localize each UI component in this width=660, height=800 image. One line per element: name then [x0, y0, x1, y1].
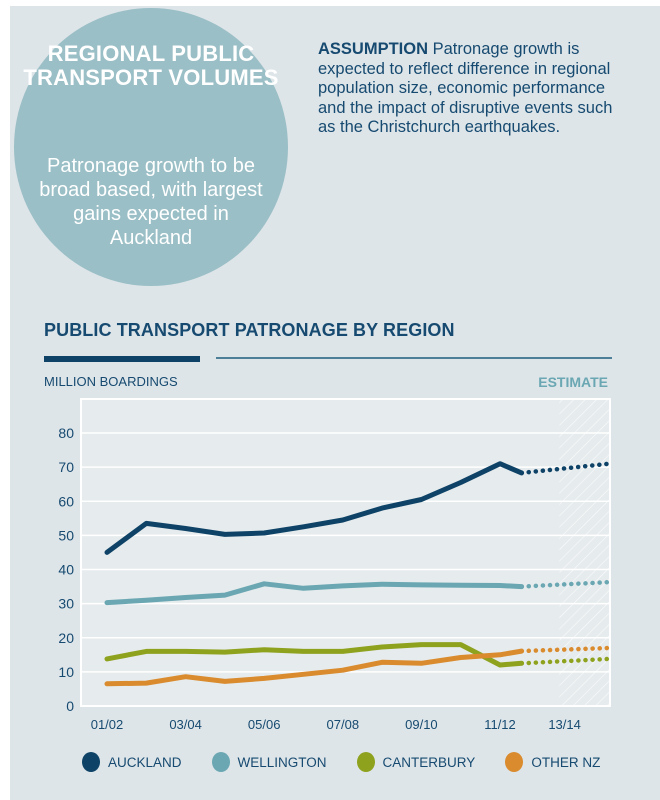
- title-rule-thin: [216, 357, 612, 359]
- legend-item-wellington: WELLINGTON: [211, 752, 327, 772]
- y-tick-label: 60: [58, 493, 74, 509]
- series-estimate-canterbury: [519, 656, 612, 666]
- legend-label: WELLINGTON: [237, 754, 327, 770]
- x-tick-label: 01/02: [91, 717, 124, 732]
- legend-swatch-canterbury: [356, 752, 375, 772]
- assumption-body: Patronage growth is expected to reflect …: [318, 40, 613, 136]
- legend-item-other_nz: OTHER NZ: [505, 752, 600, 772]
- x-tick-label: 05/06: [248, 717, 281, 732]
- y-tick-label: 10: [58, 664, 74, 680]
- legend-swatch-wellington: [211, 752, 230, 772]
- title-rule-thick: [44, 356, 200, 362]
- x-tick-label: 03/04: [169, 717, 202, 732]
- x-tick-label: 09/10: [405, 717, 438, 732]
- legend-label: AUCKLAND: [108, 754, 182, 770]
- y-tick-label: 0: [66, 698, 74, 714]
- y-tick-label: 30: [58, 596, 74, 612]
- series-line-other_nz: [104, 648, 525, 687]
- x-tick-label: 11/12: [484, 717, 516, 732]
- y-tick-label: 40: [58, 562, 74, 578]
- y-tick-label: 80: [58, 425, 74, 441]
- headline-circle: REGIONAL PUBLIC TRANSPORT VOLUMES Patron…: [14, 8, 288, 286]
- chart-title: PUBLIC TRANSPORT PATRONAGE BY REGION: [44, 320, 455, 340]
- plot-area: [80, 398, 611, 707]
- assumption-text: ASSUMPTION Patronage growth is expected …: [318, 40, 618, 138]
- chart-legend: AUCKLAND WELLINGTON CANTERBURY OTHER NZ: [82, 752, 630, 772]
- x-tick-label: 13/14: [548, 717, 581, 732]
- series-line-wellington: [104, 581, 525, 606]
- legend-label: OTHER NZ: [531, 754, 601, 770]
- assumption-label: ASSUMPTION: [318, 40, 429, 58]
- legend-label: CANTERBURY: [382, 754, 476, 770]
- series-line-auckland: [104, 461, 525, 555]
- y-tick-label: 20: [58, 630, 74, 646]
- series-estimate-other_nz: [519, 645, 612, 654]
- y-tick-label: 70: [58, 459, 74, 475]
- legend-swatch-auckland: [82, 752, 100, 772]
- series-line-canterbury: [104, 642, 525, 668]
- headline-title: REGIONAL PUBLIC TRANSPORT VOLUMES: [23, 41, 279, 90]
- legend-item-canterbury: CANTERBURY: [356, 752, 476, 772]
- series-estimate-auckland: [519, 461, 612, 476]
- y-tick-label: 50: [58, 527, 74, 543]
- x-tick-label: 07/08: [327, 717, 360, 732]
- series-estimate-wellington: [519, 579, 612, 589]
- headline-subtitle: Patronage growth to be broad based, with…: [39, 155, 263, 249]
- estimate-region: [559, 399, 610, 706]
- legend-item-auckland: AUCKLAND: [82, 752, 182, 772]
- legend-swatch-other_nz: [505, 752, 524, 772]
- estimate-label: ESTIMATE: [538, 374, 608, 390]
- y-axis-label: MILLION BOARDINGS: [44, 374, 178, 389]
